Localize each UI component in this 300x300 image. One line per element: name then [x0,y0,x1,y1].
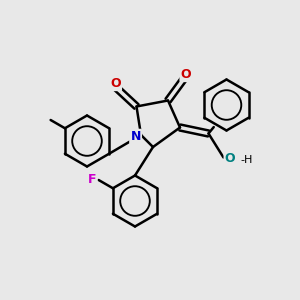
Text: O: O [225,152,236,166]
Text: -H: -H [240,155,252,165]
Text: O: O [181,68,191,81]
Text: N: N [130,130,141,143]
Text: O: O [110,77,121,90]
Text: F: F [88,173,96,186]
